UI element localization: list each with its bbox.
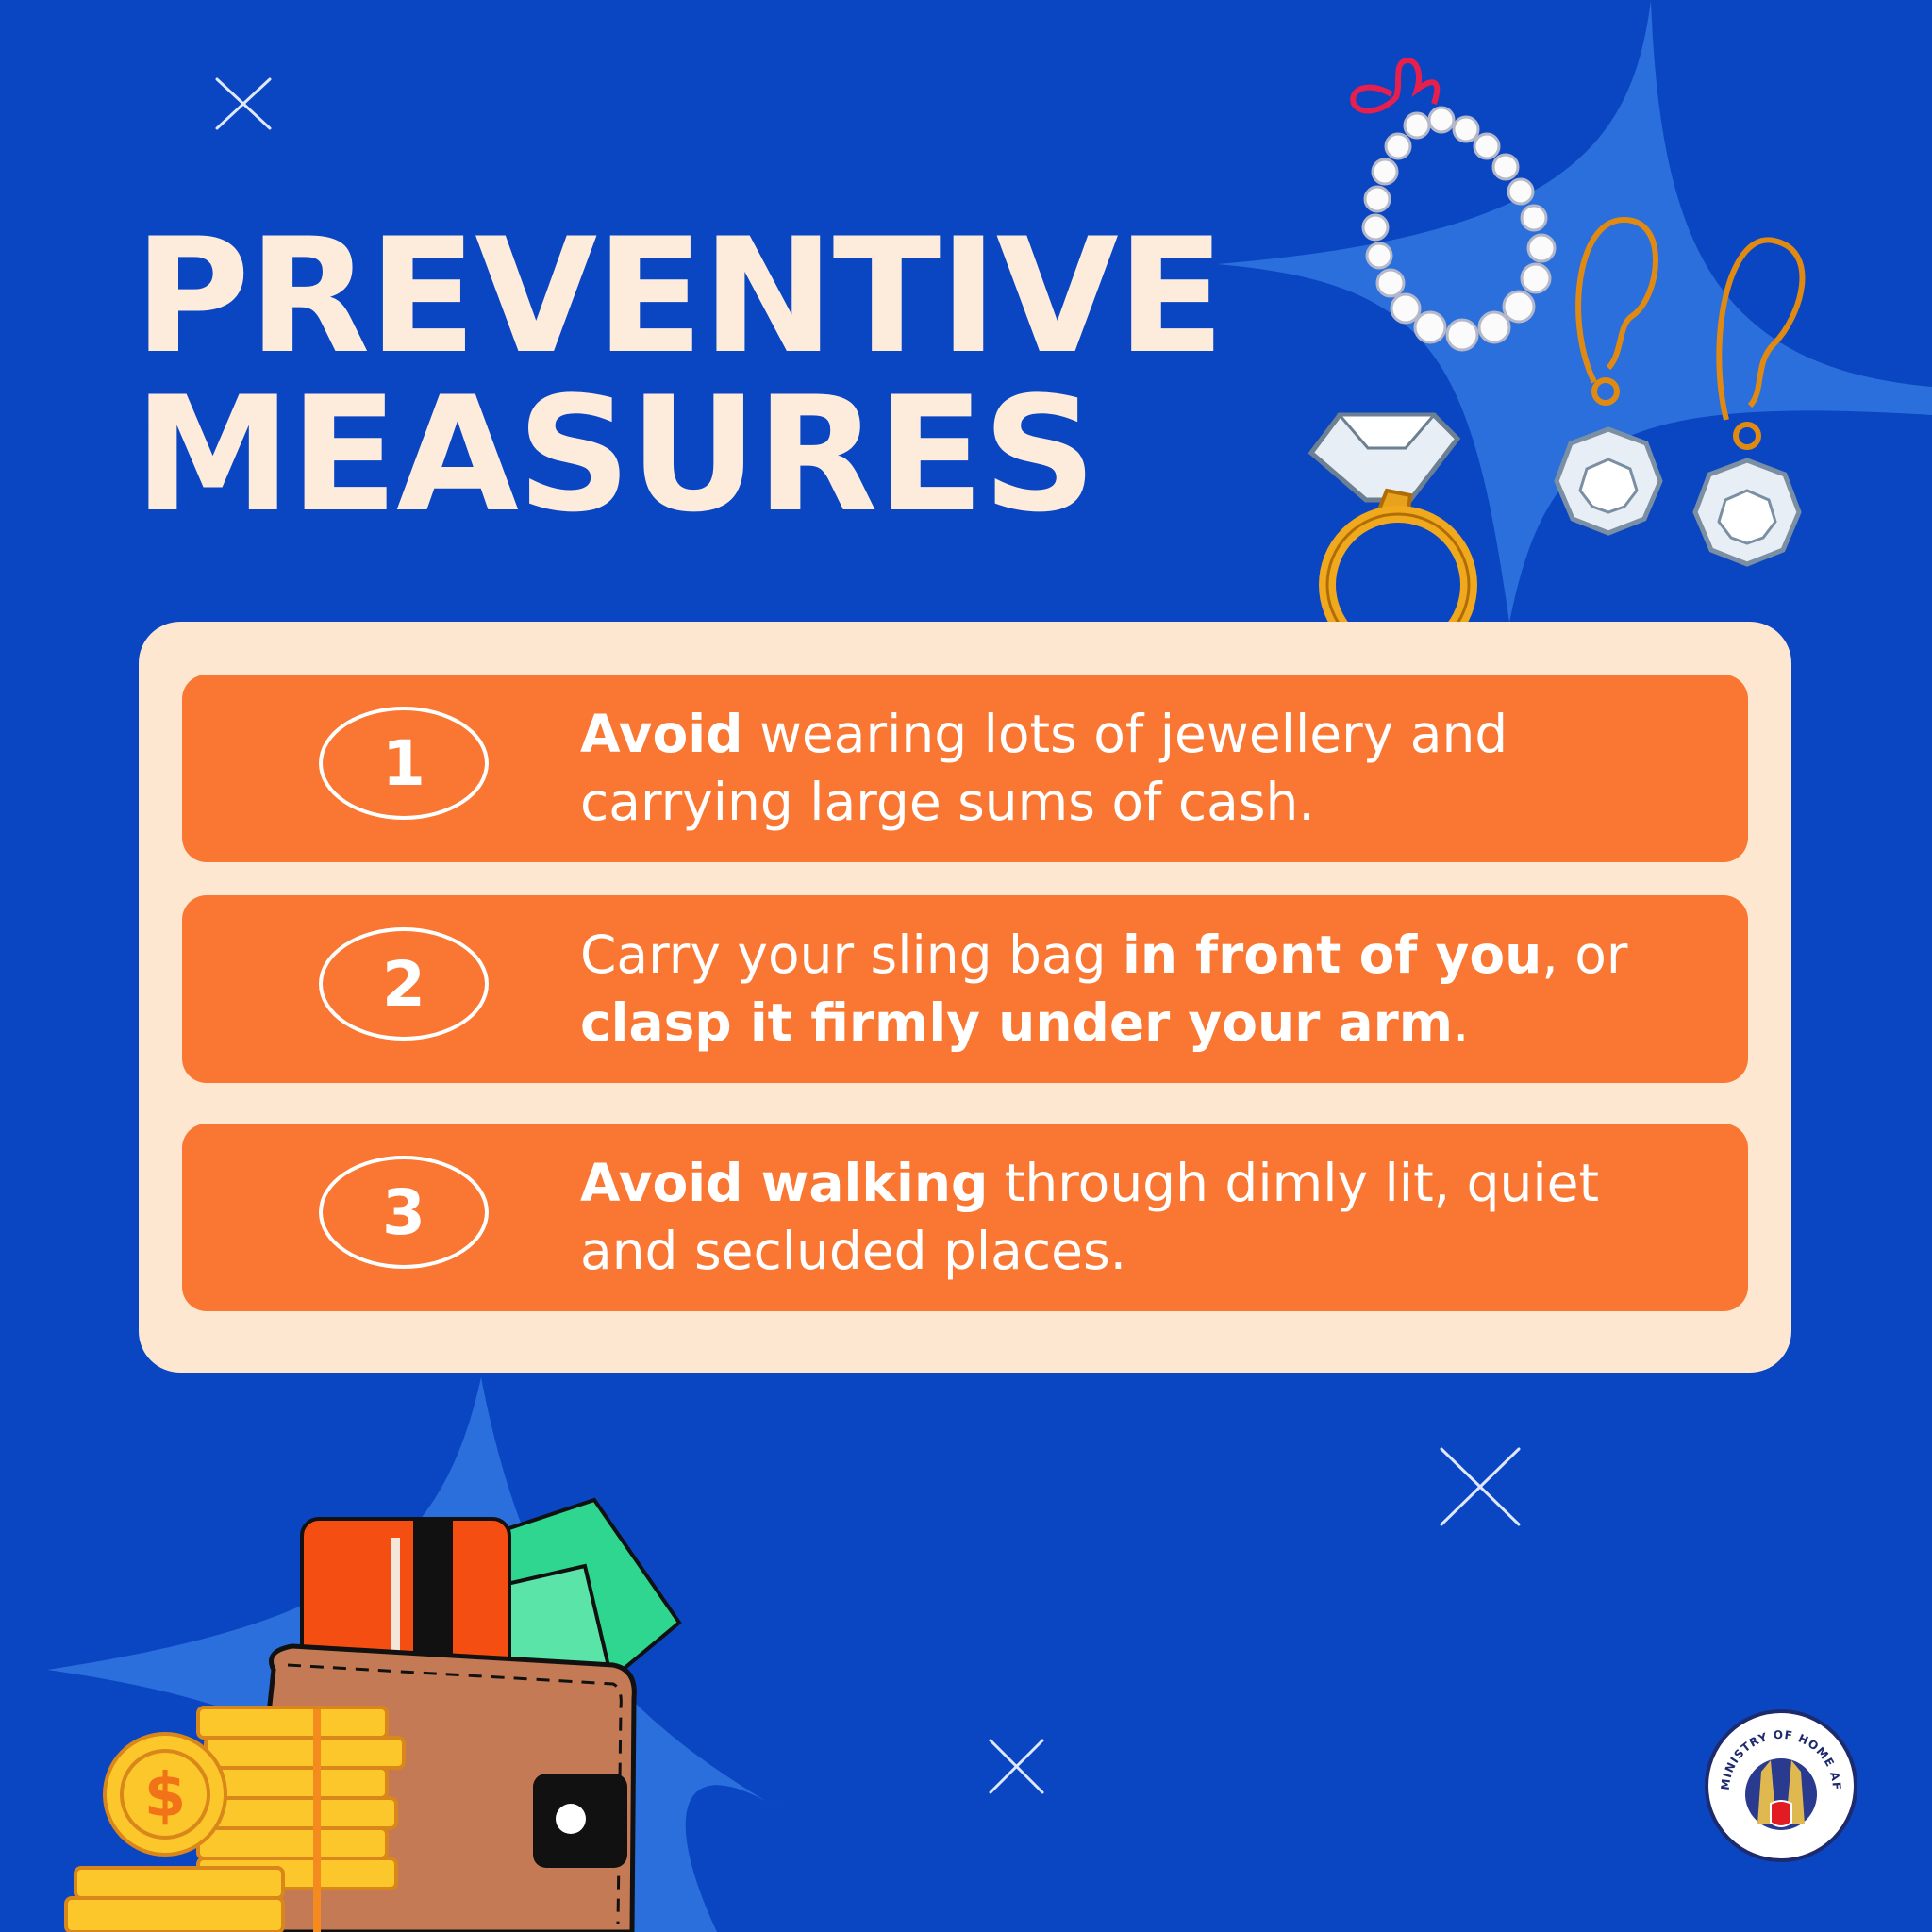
measure-text: Avoid wearing lots of jewellery and carr…: [580, 700, 1693, 836]
measure-text-regular: .: [1453, 992, 1470, 1053]
page-title: PREVENTIVE MEASURES: [134, 204, 1225, 547]
measure-text-regular: through dimly lit, quiet and secluded pl…: [580, 1153, 1600, 1281]
measure-text-bold: clasp it firmly under your arm: [580, 992, 1454, 1053]
measures-card: 1 Avoid wearing lots of jewellery and ca…: [139, 622, 1791, 1373]
wallet-icon: $: [64, 1497, 682, 1932]
measure-item: 2 Carry your sling bag in front of you, …: [182, 895, 1748, 1083]
measure-text-bold: Avoid walking: [580, 1153, 989, 1213]
measure-text-bold: Avoid: [580, 704, 743, 764]
measure-text: Avoid walking through dimly lit, quiet a…: [580, 1149, 1693, 1285]
measure-text-regular: , or: [1541, 924, 1628, 985]
measure-number: 2: [319, 927, 489, 1041]
measure-text-regular: wearing lots of jewellery and carrying l…: [580, 704, 1508, 832]
sparkle-icon: [1440, 1447, 1521, 1526]
pearl-necklace-icon: [1350, 58, 1557, 352]
svg-text:$: $: [144, 1761, 187, 1831]
sparkle-icon: [989, 1739, 1044, 1794]
sparkle-icon: [215, 77, 272, 130]
ministry-logo-icon: MINISTRY OF HOME AFFAIRS: [1704, 1703, 1857, 1862]
measure-text-bold: in front of you: [1123, 924, 1542, 985]
title-line-2: MEASURES: [134, 362, 1096, 547]
measure-item: 3 Avoid walking through dimly lit, quiet…: [182, 1124, 1748, 1311]
measure-text: Carry your sling bag in front of you, or…: [580, 921, 1693, 1057]
measure-text-regular: Carry your sling bag: [580, 924, 1124, 985]
measure-number: 3: [319, 1156, 489, 1269]
title-line-1: PREVENTIVE: [134, 204, 1225, 389]
diamond-ring-icon: [1307, 412, 1477, 664]
measure-number: 1: [319, 707, 489, 820]
measure-item: 1 Avoid wearing lots of jewellery and ca…: [182, 675, 1748, 862]
glow-star-top-right: [1217, 0, 1932, 623]
diamond-earrings-icon: [1554, 216, 1806, 567]
